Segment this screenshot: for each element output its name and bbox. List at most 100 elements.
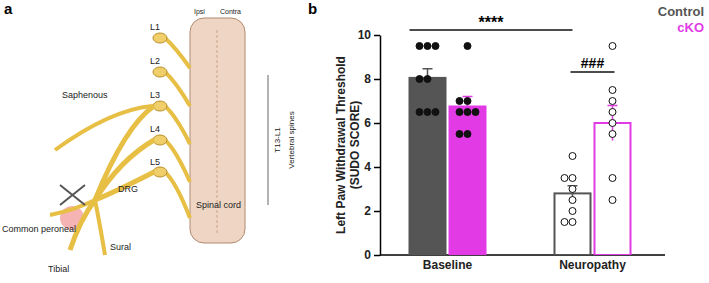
y-tick-label: 4: [364, 160, 371, 174]
data-point: [569, 153, 576, 160]
nerve-branch: [50, 200, 95, 215]
y-tick-mark: [374, 35, 380, 37]
panel-b: b 0 2 4 6 8 10 Baseline Neuropathy Left Paw Withd…: [308, 0, 704, 272]
y-tick: 2: [364, 204, 380, 218]
y-tick-mark: [374, 211, 380, 213]
y-axis-title: Left Paw Withdrawal Threshold(SUDO SCORE…: [334, 56, 362, 234]
y-tick-label: 2: [364, 204, 371, 218]
y-tick: 0: [364, 248, 380, 262]
y-tick-label: 8: [364, 72, 371, 86]
scissors: [60, 185, 85, 205]
data-point: [569, 186, 576, 193]
diagram-label: Contra: [220, 8, 241, 15]
data-point: [609, 87, 616, 94]
diagram-label: Tibial: [48, 264, 69, 274]
legend-entry: cKO: [677, 20, 704, 35]
x-tick-label: Baseline: [423, 258, 473, 272]
data-point: [609, 43, 616, 50]
data-point: [464, 109, 471, 116]
nerve-root: [165, 72, 190, 106]
data-point: [464, 43, 471, 50]
data-point: [609, 131, 616, 138]
data-point: [424, 43, 431, 50]
data-point: [472, 109, 479, 116]
panel-label: a: [4, 0, 13, 17]
x-tick-label: Neuropathy: [559, 258, 626, 272]
diagram-label: L4: [150, 124, 160, 134]
diagram-label: Vertebral spines: [287, 111, 296, 168]
nerve-root: [165, 106, 190, 144]
nerve: [95, 172, 154, 200]
error-bar: [463, 97, 473, 117]
diagram-label: T13-L1: [273, 127, 282, 153]
data-point: [456, 98, 463, 105]
diagram-label: L3: [150, 90, 160, 100]
significance-label: ###: [581, 55, 605, 71]
nerve-root: [165, 38, 190, 68]
level-arrow: [268, 75, 269, 205]
significance-label: ****: [479, 14, 505, 31]
data-point: [561, 219, 568, 226]
data-point: [609, 197, 616, 204]
y-tick: 8: [364, 72, 380, 86]
diagram-label: L2: [150, 56, 160, 66]
data-point: [561, 175, 568, 182]
drg: [153, 67, 167, 77]
diagram-label: L1: [150, 22, 160, 32]
nerve-branch: [95, 200, 105, 255]
data-point: [569, 175, 576, 182]
error-bar: [608, 105, 618, 140]
drg: [153, 101, 167, 111]
data-point: [569, 197, 576, 204]
diagram-label: Sural: [110, 242, 131, 252]
data-point: [416, 109, 423, 116]
data-point: [432, 43, 439, 50]
data-point: [456, 109, 463, 116]
error-bar: [423, 69, 433, 87]
data-point: [609, 175, 616, 182]
bar: [450, 107, 486, 256]
data-point: [456, 131, 463, 138]
legend: ControlcKO: [658, 4, 704, 35]
plot-marks: [410, 43, 631, 256]
x-tick: Baseline: [423, 255, 473, 272]
y-tick-mark: [374, 79, 380, 81]
bar: [555, 193, 591, 255]
data-point: [609, 109, 616, 116]
bar: [595, 123, 631, 255]
y-tick: 6: [364, 116, 380, 130]
diagram-label: Ipsi: [194, 8, 205, 16]
data-point: [424, 109, 431, 116]
chart-title: b: [308, 0, 317, 17]
data-point: [416, 76, 423, 83]
y-tick-label: 10: [358, 28, 372, 42]
data-point: [424, 76, 431, 83]
y-tick: 10: [358, 28, 380, 42]
data-point: [432, 109, 439, 116]
panel-a: aL1L2IpsiContraL3L4L5SaphenousDRGSpinal …: [2, 0, 296, 274]
data-point: [609, 98, 616, 105]
data-point: [464, 131, 471, 138]
diagram-label: DRG: [118, 184, 138, 194]
diagram-label: Saphenous: [62, 90, 108, 100]
y-tick-mark: [374, 123, 380, 125]
bar: [410, 78, 446, 255]
nerve-root: [165, 172, 190, 218]
legend-entry: Control: [658, 4, 704, 19]
data-point: [464, 98, 471, 105]
data-point: [609, 120, 616, 127]
diagram-label: Common peroneal: [2, 224, 76, 234]
spinal-cord: [190, 18, 245, 243]
y-axis-line: [380, 36, 382, 256]
drg: [153, 167, 167, 177]
nerve: [95, 140, 154, 200]
diagram-label: Spinal cord: [196, 200, 241, 210]
y-tick-label: 6: [364, 116, 371, 130]
y-tick: 4: [364, 160, 380, 174]
data-point: [569, 208, 576, 215]
y-tick-label: 0: [364, 248, 371, 262]
data-point: [416, 43, 423, 50]
drg: [153, 135, 167, 145]
data-point: [569, 219, 576, 226]
drg: [153, 33, 167, 43]
